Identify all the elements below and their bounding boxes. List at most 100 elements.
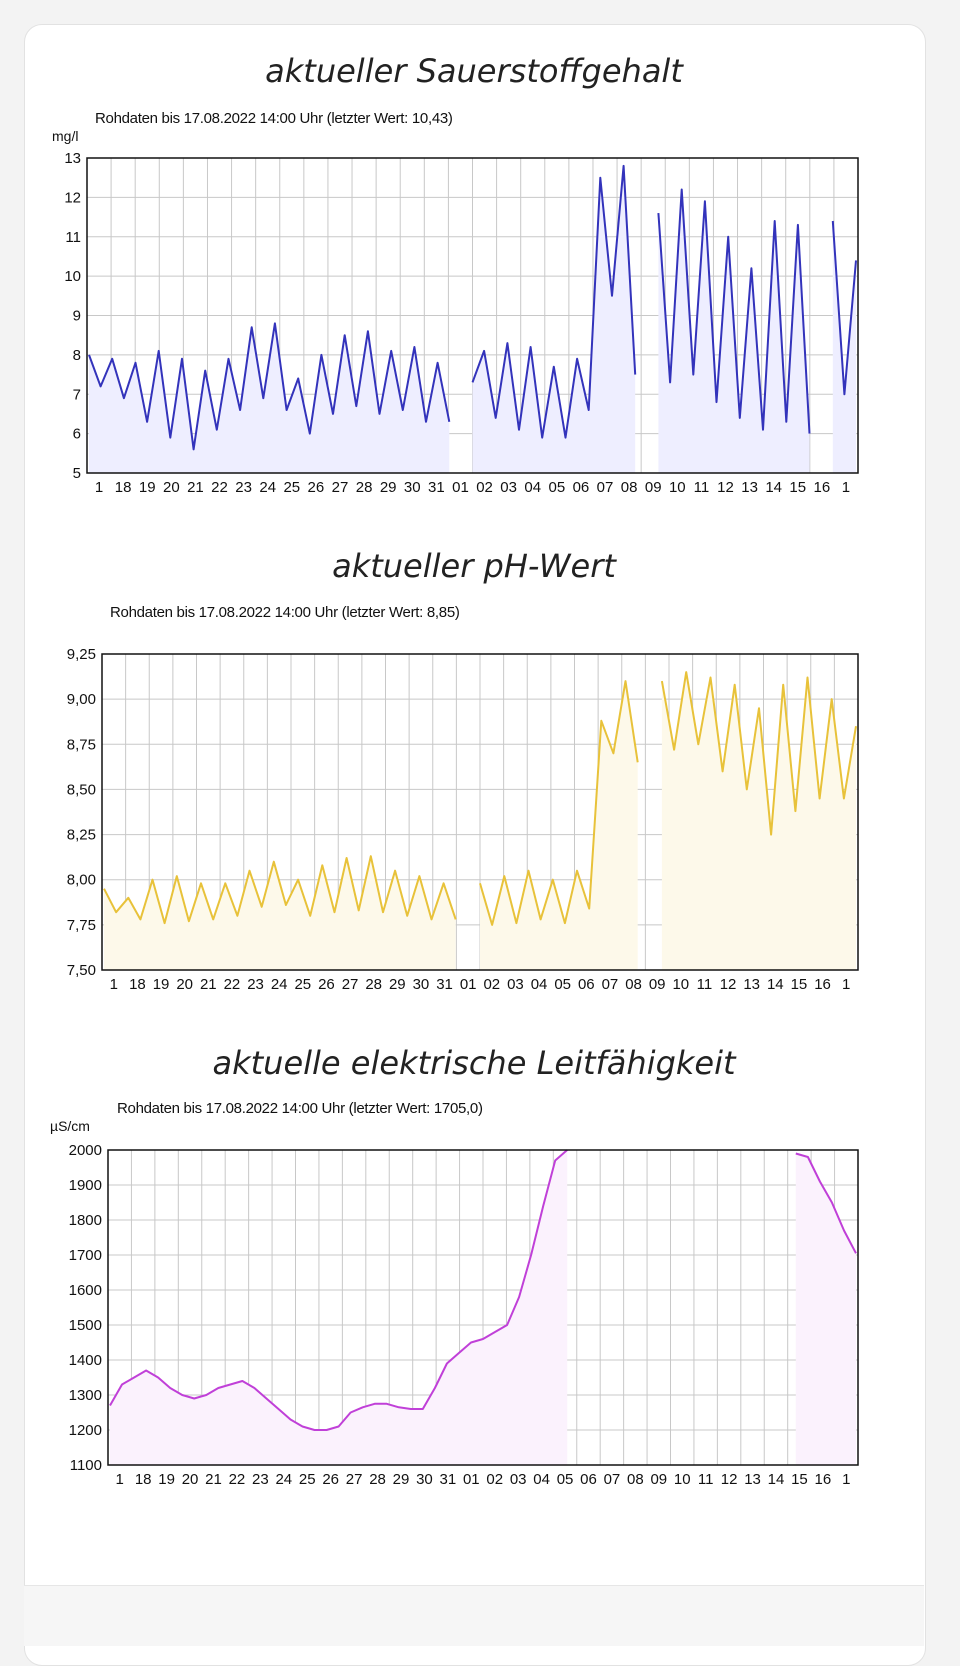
x-tick-label: 09 bbox=[649, 976, 666, 993]
y-tick-label: 12 bbox=[64, 189, 81, 206]
x-tick-label: 28 bbox=[365, 976, 382, 993]
x-tick-label: 04 bbox=[531, 976, 548, 993]
x-tick-label: 14 bbox=[765, 479, 782, 496]
y-tick-label: 1300 bbox=[69, 1387, 102, 1404]
y-tick-label: 1900 bbox=[69, 1177, 102, 1194]
x-tick-label: 04 bbox=[524, 479, 541, 496]
x-tick-label: 30 bbox=[413, 976, 430, 993]
x-tick-label: 25 bbox=[283, 479, 300, 496]
y-tick-label: 8 bbox=[73, 347, 81, 364]
x-tick-label: 08 bbox=[625, 976, 642, 993]
x-tick-label: 10 bbox=[672, 976, 689, 993]
x-tick-label: 16 bbox=[814, 479, 831, 496]
x-tick-label: 21 bbox=[200, 976, 217, 993]
x-tick-label: 13 bbox=[744, 1471, 761, 1488]
chart-title-ph: aktueller pH-Wert bbox=[332, 547, 616, 585]
x-tick-label: 23 bbox=[235, 479, 252, 496]
x-tick-label: 01 bbox=[463, 1471, 480, 1488]
series-line bbox=[660, 671, 857, 836]
x-tick-label: 16 bbox=[814, 976, 831, 993]
x-tick-label: 20 bbox=[176, 976, 193, 993]
x-tick-label: 14 bbox=[767, 976, 784, 993]
x-tick-label: 24 bbox=[271, 976, 288, 993]
x-tick-label: 20 bbox=[163, 479, 180, 496]
x-tick-label: 01 bbox=[452, 479, 469, 496]
y-tick-label: 1400 bbox=[69, 1352, 102, 1369]
x-tick-label: 29 bbox=[380, 479, 397, 496]
x-tick-label: 24 bbox=[259, 479, 276, 496]
series-area bbox=[472, 165, 636, 473]
series-line bbox=[795, 1152, 857, 1254]
y-tick-label: 5 bbox=[73, 465, 81, 482]
x-tick-label: 09 bbox=[645, 479, 662, 496]
series-line bbox=[657, 188, 811, 434]
x-tick-label: 05 bbox=[554, 976, 571, 993]
x-tick-label: 11 bbox=[698, 1471, 714, 1488]
y-tick-label: 1500 bbox=[69, 1317, 102, 1334]
series-area bbox=[795, 1153, 856, 1465]
x-tick-label: 21 bbox=[205, 1471, 222, 1488]
x-tick-label: 16 bbox=[815, 1471, 832, 1488]
y-tick-label: 6 bbox=[73, 426, 81, 443]
y-tick-label: 8,50 bbox=[67, 781, 96, 798]
y-tick-label: 7,50 bbox=[67, 962, 96, 979]
x-tick-label: 02 bbox=[476, 479, 493, 496]
chart-title-oxygen: aktueller Sauerstoffgehalt bbox=[265, 52, 683, 90]
x-tick-label: 19 bbox=[139, 479, 156, 496]
x-tick-label: 31 bbox=[428, 479, 445, 496]
x-tick-label: 31 bbox=[440, 1471, 457, 1488]
x-tick-label: 28 bbox=[356, 479, 373, 496]
y-axis-unit-oxygen: mg/l bbox=[52, 128, 79, 144]
x-tick-label: 19 bbox=[153, 976, 170, 993]
x-tick-label: 27 bbox=[346, 1471, 363, 1488]
card-footer bbox=[24, 1585, 924, 1646]
x-tick-label: 15 bbox=[791, 1471, 808, 1488]
x-tick-label: 28 bbox=[369, 1471, 386, 1488]
x-tick-label: 09 bbox=[650, 1471, 667, 1488]
y-tick-label: 7,75 bbox=[67, 917, 96, 934]
series-area bbox=[89, 323, 450, 473]
x-tick-label: 1 bbox=[842, 976, 850, 993]
series-line bbox=[471, 164, 637, 439]
x-tick-label: 1 bbox=[842, 479, 850, 496]
series-area bbox=[661, 672, 856, 970]
x-tick-label: 18 bbox=[115, 479, 132, 496]
x-tick-label: 31 bbox=[436, 976, 453, 993]
x-tick-label: 03 bbox=[507, 976, 524, 993]
y-tick-label: 10 bbox=[64, 268, 81, 285]
x-tick-label: 02 bbox=[486, 1471, 503, 1488]
x-tick-label: 11 bbox=[697, 976, 713, 993]
plot-frame bbox=[107, 1149, 859, 1466]
x-tick-label: 29 bbox=[393, 1471, 410, 1488]
y-tick-label: 11 bbox=[65, 229, 81, 246]
x-tick-label: 1 bbox=[95, 479, 103, 496]
x-tick-label: 22 bbox=[229, 1471, 246, 1488]
x-tick-label: 26 bbox=[318, 976, 335, 993]
x-tick-label: 18 bbox=[135, 1471, 152, 1488]
x-tick-label: 1 bbox=[116, 1471, 124, 1488]
x-tick-label: 04 bbox=[533, 1471, 550, 1488]
x-tick-label: 03 bbox=[510, 1471, 527, 1488]
x-tick-label: 05 bbox=[548, 479, 565, 496]
x-tick-label: 1 bbox=[110, 976, 118, 993]
plot-frame bbox=[86, 157, 859, 474]
y-tick-label: 1800 bbox=[69, 1212, 102, 1229]
y-tick-label: 7 bbox=[73, 386, 81, 403]
x-tick-label: 22 bbox=[224, 976, 241, 993]
series-line bbox=[88, 322, 451, 451]
series-line bbox=[109, 1149, 568, 1431]
x-tick-label: 30 bbox=[404, 479, 421, 496]
x-tick-label: 08 bbox=[627, 1471, 644, 1488]
y-tick-label: 9 bbox=[73, 308, 81, 325]
x-tick-label: 27 bbox=[332, 479, 349, 496]
series-line bbox=[479, 680, 639, 926]
x-tick-label: 12 bbox=[721, 1471, 738, 1488]
x-tick-label: 10 bbox=[674, 1471, 691, 1488]
y-tick-label: 1700 bbox=[69, 1247, 102, 1264]
x-tick-label: 15 bbox=[791, 976, 808, 993]
y-tick-label: 13 bbox=[64, 150, 81, 167]
y-tick-label: 1600 bbox=[69, 1282, 102, 1299]
